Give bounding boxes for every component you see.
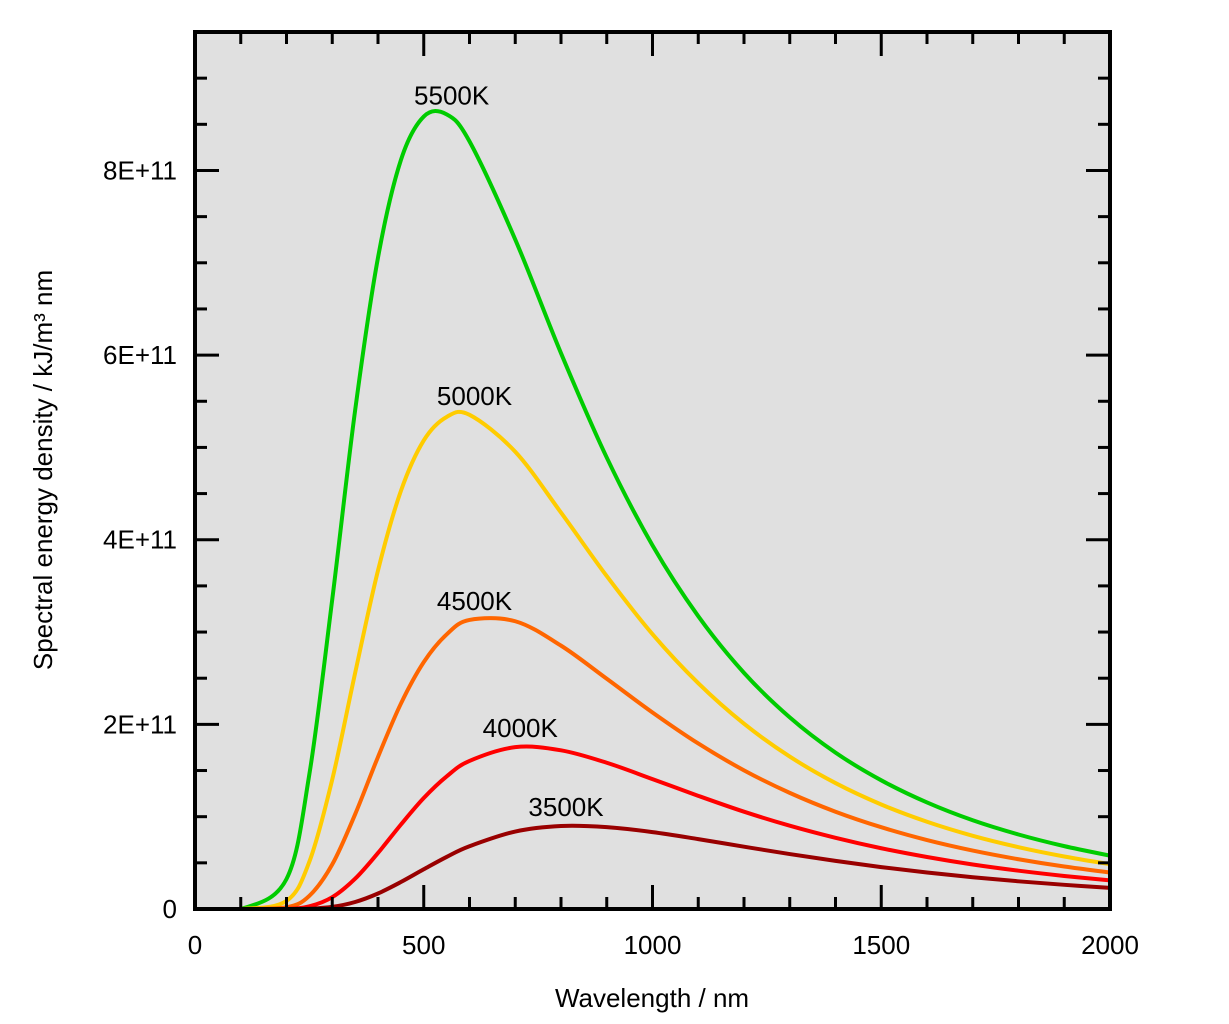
series-labels: 5500K 5000K 4500K 4000K 3500K (414, 80, 604, 822)
y-tick-label: 4E+11 (103, 525, 177, 555)
series-line-4500K (194, 616, 1111, 912)
series-label: 3500K (528, 792, 604, 822)
plot-frame (193, 30, 1112, 911)
x-tick-label: 0 (188, 930, 202, 960)
series-line-5000K (194, 409, 1111, 912)
tick-labels: 0 500 1000 1500 2000 0 2E+11 4E+11 6E+11 8E+11 (103, 155, 1139, 960)
y-tick-label: 8E+11 (103, 155, 177, 185)
series-label: 5000K (437, 381, 513, 411)
x-tick-label: 500 (402, 930, 445, 960)
y-tick-label: 2E+11 (103, 709, 177, 739)
series-label: 4000K (483, 713, 559, 743)
x-tick-label: 2000 (1081, 930, 1139, 960)
y-axis-label: Spectral energy density / kJ/m³ nm (28, 270, 58, 670)
y-tick-label: 6E+11 (103, 340, 177, 370)
y-tick-label: 0 (163, 894, 177, 924)
series-label: 4500K (437, 586, 513, 616)
x-tick-label: 1500 (852, 930, 910, 960)
series-line-5500K (194, 109, 1111, 912)
x-tick-label: 1000 (624, 930, 682, 960)
x-axis-label: Wavelength / nm (555, 983, 749, 1013)
series-label: 5500K (414, 80, 490, 110)
